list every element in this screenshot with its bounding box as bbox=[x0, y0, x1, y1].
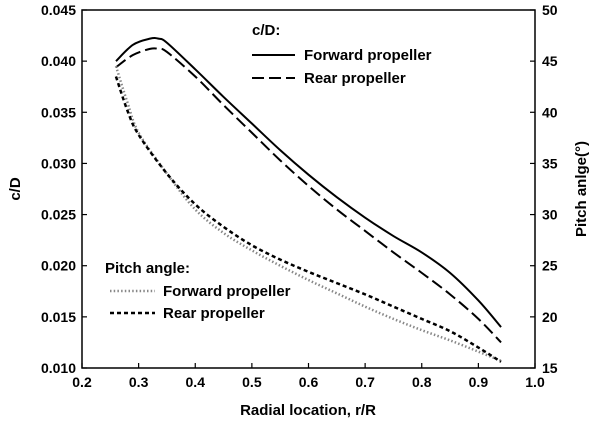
y-right-tick-label: 50 bbox=[542, 2, 558, 18]
legend-cd-forward-label: Forward propeller bbox=[304, 47, 432, 64]
y-left-tick-label: 0.045 bbox=[41, 2, 76, 18]
y-left-tick-label: 0.025 bbox=[41, 207, 76, 223]
y-right-tick-label: 20 bbox=[542, 309, 558, 325]
y-right-axis-title: Pitch anlge(°) bbox=[573, 141, 590, 237]
legend-pitch-forward-label: Forward propeller bbox=[163, 283, 291, 300]
pitch-rear-series-line bbox=[114, 76, 502, 363]
y-left-axis-ticks: 0.010 0.015 0.020 0.025 0.030 0.035 0.040 0.045 bbox=[41, 2, 87, 376]
y-left-tick-label: 0.020 bbox=[41, 258, 76, 274]
x-tick-label: 0.6 bbox=[299, 374, 319, 390]
legend-cd-rear-label: Rear propeller bbox=[304, 70, 406, 87]
cd-rear-series-line bbox=[115, 47, 502, 344]
x-tick-label: 0.7 bbox=[355, 374, 375, 390]
y-right-tick-label: 45 bbox=[542, 53, 558, 69]
y-left-tick-label: 0.040 bbox=[41, 53, 76, 69]
x-axis-ticks: 0.2 0.3 0.4 0.5 0.6 0.7 0.8 0.9 1.0 bbox=[72, 363, 545, 390]
x-tick-label: 1.0 bbox=[525, 374, 545, 390]
cd-forward-series-line bbox=[115, 37, 502, 328]
legend-pitch-title: Pitch angle: bbox=[105, 260, 190, 277]
x-tick-label: 0.4 bbox=[186, 374, 206, 390]
legend-pitch-rear-label: Rear propeller bbox=[163, 305, 265, 322]
y-right-tick-label: 15 bbox=[542, 360, 558, 376]
y-right-tick-label: 35 bbox=[542, 155, 558, 171]
x-tick-label: 0.5 bbox=[242, 374, 262, 390]
legend-pitch: Pitch angle: Forward propeller Rear prop… bbox=[105, 260, 291, 322]
y-left-tick-label: 0.030 bbox=[41, 155, 76, 171]
x-tick-label: 0.2 bbox=[72, 374, 92, 390]
y-left-tick-label: 0.035 bbox=[41, 104, 76, 120]
y-left-tick-label: 0.010 bbox=[41, 360, 76, 376]
x-tick-label: 0.3 bbox=[129, 374, 149, 390]
y-right-tick-label: 30 bbox=[542, 207, 558, 223]
x-axis-title: Radial location, r/R bbox=[240, 402, 376, 419]
y-left-tick-label: 0.015 bbox=[41, 309, 76, 325]
y-right-tick-label: 40 bbox=[542, 104, 558, 120]
x-tick-label: 0.8 bbox=[412, 374, 432, 390]
series-layer bbox=[114, 37, 502, 363]
y-right-tick-label: 25 bbox=[542, 258, 558, 274]
legend-cd-title: c/D: bbox=[252, 22, 280, 39]
legend-cd: c/D: Forward propeller Rear propeller bbox=[252, 22, 432, 87]
x-tick-label: 0.9 bbox=[469, 374, 489, 390]
y-left-axis-title: c/D bbox=[7, 177, 24, 201]
y-right-axis-ticks: 15 20 25 30 35 40 45 50 bbox=[530, 2, 558, 376]
